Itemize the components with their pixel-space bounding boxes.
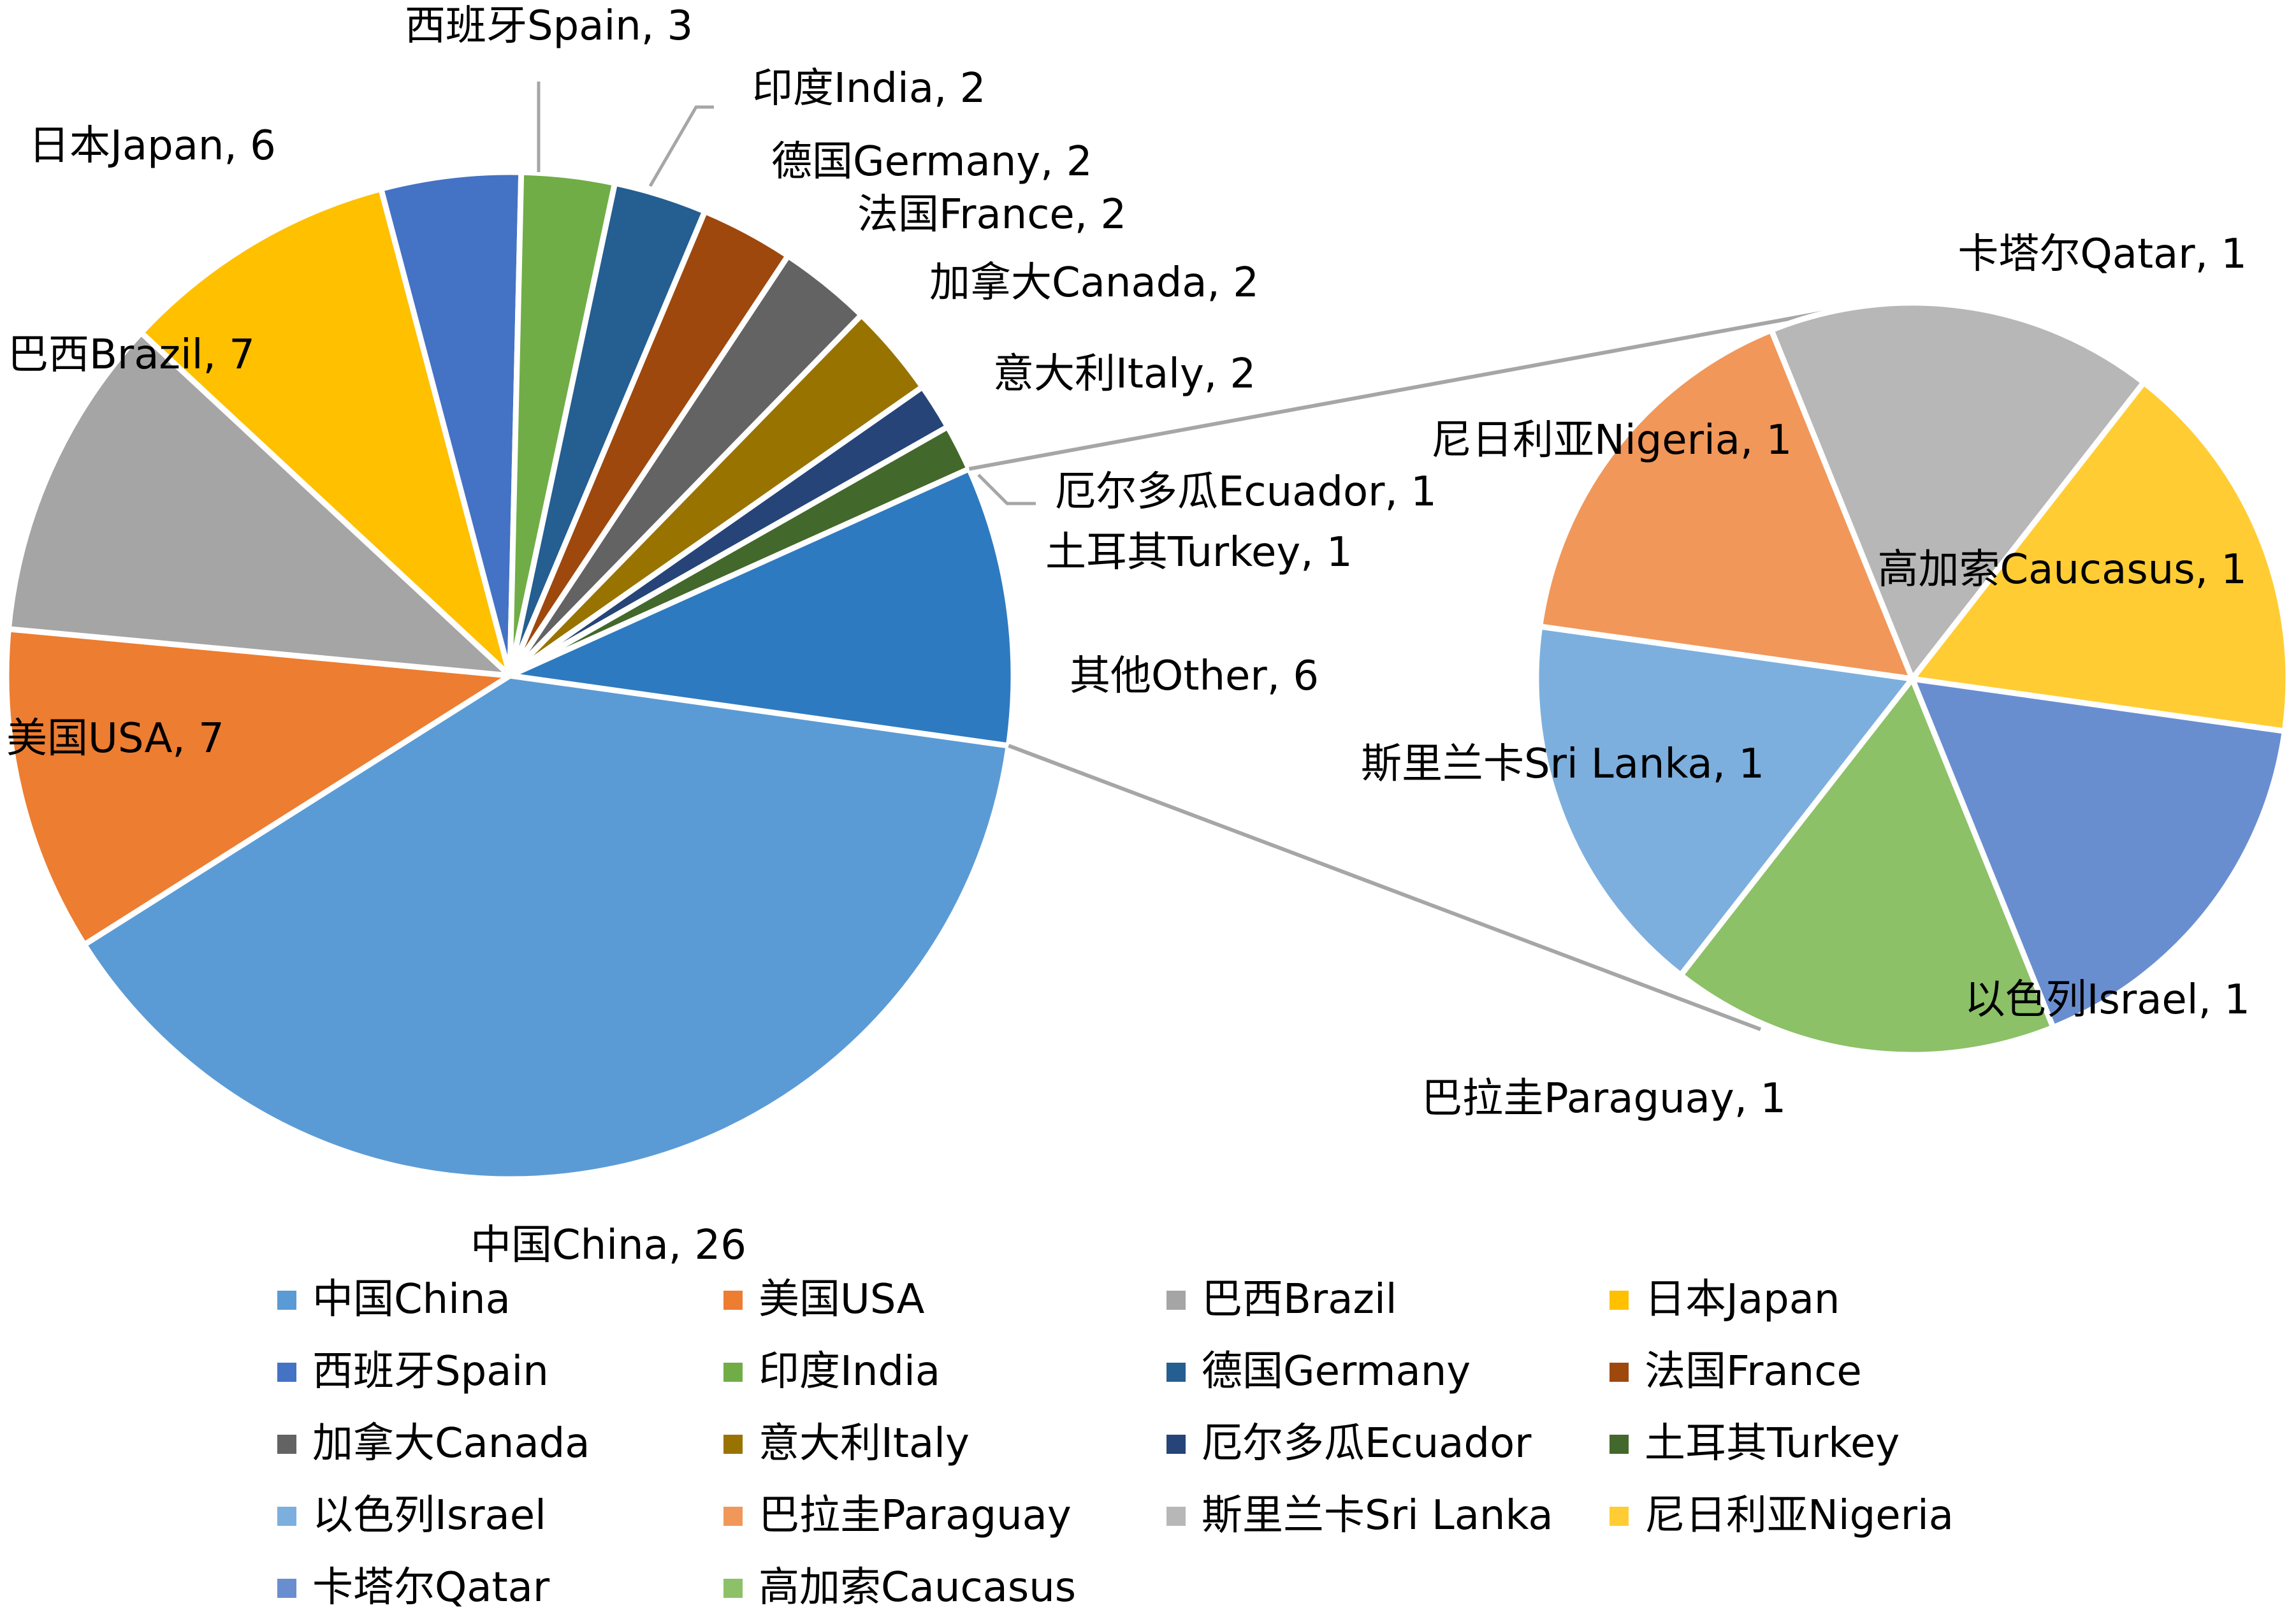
legend-label: 高加索Caucasus xyxy=(759,1564,1076,1611)
data-labels: 中国China, 26 美国USA, 7 巴西Brazil, 7 日本Japan, 6… xyxy=(6,3,2250,1269)
connector-line-bottom xyxy=(1008,744,1762,1031)
legend-label: 巴拉圭Paraguay xyxy=(759,1492,1072,1539)
main-slice-other xyxy=(507,466,1017,749)
data-label-japan: 日本Japan, 6 xyxy=(29,122,276,170)
data-label-caucasus: 高加索Caucasus, 1 xyxy=(1877,546,2247,593)
legend-item-canada: 加拿大Canada xyxy=(277,1420,590,1467)
legend-item-israel: 以色列Israel xyxy=(277,1492,546,1539)
legend-swatch xyxy=(277,1363,296,1382)
legend-label: 印度India xyxy=(759,1348,940,1395)
secondary-slice-israel xyxy=(1533,623,1915,978)
legend-label: 西班牙Spain xyxy=(312,1348,549,1395)
legend-item-sri-lanka: 斯里兰卡Sri Lanka xyxy=(1166,1492,1553,1539)
secondary-slice-nigeria xyxy=(1909,379,2289,734)
legend-item-italy: 意大利Italy xyxy=(723,1420,970,1467)
data-label-germany: 德国Germany, 2 xyxy=(771,138,1093,185)
legend-label: 卡塔尔Qatar xyxy=(312,1564,550,1611)
secondary-pie xyxy=(1533,300,2289,1058)
legend-label: 德国Germany xyxy=(1202,1348,1471,1395)
legend-label: 以色列Israel xyxy=(312,1492,546,1539)
legend-item-nigeria: 尼日利亚Nigeria xyxy=(1610,1492,1954,1539)
data-label-turkey: 土耳其Turkey, 1 xyxy=(1045,529,1353,576)
data-label-israel: 以色列Israel, 1 xyxy=(1965,976,2250,1024)
legend-item-france: 法国France xyxy=(1610,1348,1862,1395)
legend-item-germany: 德国Germany xyxy=(1166,1348,1471,1395)
main-slice-usa xyxy=(3,626,513,948)
legend-item-qatar: 卡塔尔Qatar xyxy=(277,1564,550,1611)
legend-swatch xyxy=(1610,1363,1629,1382)
legend-swatch xyxy=(1166,1435,1186,1454)
secondary-slice-qatar xyxy=(1909,676,2288,1031)
legend-swatch xyxy=(1610,1291,1629,1310)
legend-swatch xyxy=(1166,1291,1186,1310)
data-label-paraguay: 巴拉圭Paraguay, 1 xyxy=(1421,1075,1786,1122)
legend-label: 巴西Brazil xyxy=(1202,1276,1397,1323)
data-label-india: 印度India, 2 xyxy=(752,65,985,112)
leader-line-ecuador xyxy=(977,474,1036,505)
legend-label: 斯里兰卡Sri Lanka xyxy=(1202,1492,1553,1539)
legend-swatch xyxy=(1610,1507,1629,1526)
legend-swatch xyxy=(277,1291,296,1310)
legend-label: 法国France xyxy=(1645,1348,1862,1395)
data-label-qatar: 卡塔尔Qatar, 1 xyxy=(1958,231,2247,278)
legend-swatch xyxy=(277,1435,296,1454)
legend-label: 美国USA xyxy=(759,1276,925,1323)
legend-label: 加拿大Canada xyxy=(312,1420,590,1467)
legend-item-spain: 西班牙Spain xyxy=(277,1348,549,1395)
data-label-italy: 意大利Italy, 2 xyxy=(993,351,1256,398)
data-label-canada: 加拿大Canada, 2 xyxy=(929,259,1259,307)
legend-label: 土耳其Turkey xyxy=(1645,1420,1900,1467)
legend-swatch xyxy=(723,1507,743,1526)
data-label-brazil: 巴西Brazil, 7 xyxy=(8,331,255,379)
data-label-nigeria: 尼日利亚Nigeria, 1 xyxy=(1431,417,1792,464)
legend-label: 意大利Italy xyxy=(759,1420,970,1467)
legend-label: 日本Japan xyxy=(1645,1276,1840,1323)
secondary-slice-paraguay xyxy=(1537,327,1915,682)
connector-line-top xyxy=(968,310,1825,471)
data-label-other: 其他Other, 6 xyxy=(1070,653,1319,700)
secondary-slice-caucasus xyxy=(1678,676,2056,1058)
legend-swatch xyxy=(1610,1435,1629,1454)
data-label-ecuador: 厄尔多瓜Ecuador, 1 xyxy=(1055,468,1437,516)
main-slice-spain xyxy=(378,169,525,679)
legend-swatch xyxy=(723,1363,743,1382)
data-label-usa: 美国USA, 7 xyxy=(6,715,224,762)
legend-item-turkey: 土耳其Turkey xyxy=(1610,1420,1900,1467)
legend-item-india: 印度India xyxy=(723,1348,940,1395)
data-label-spain: 西班牙Spain, 3 xyxy=(405,3,693,50)
legend: 中国China 美国USA 巴西Brazil 日本Japan 西班牙Spain 印度Ind… xyxy=(277,1276,1954,1611)
legend-swatch xyxy=(277,1507,296,1526)
legend-label: 中国China xyxy=(312,1276,511,1323)
leader-line-india xyxy=(648,105,714,187)
legend-swatch xyxy=(723,1435,743,1454)
main-slice-brazil xyxy=(5,330,513,679)
legend-swatch xyxy=(723,1291,743,1310)
legend-swatch xyxy=(723,1579,743,1598)
secondary-slice-sri-lanka xyxy=(1768,300,2147,682)
legend-item-paraguay: 巴拉圭Paraguay xyxy=(723,1492,1072,1539)
legend-item-ecuador: 厄尔多瓜Ecuador xyxy=(1166,1420,1532,1467)
legend-swatch xyxy=(1166,1363,1186,1382)
legend-label: 尼日利亚Nigeria xyxy=(1645,1492,1954,1539)
main-pie xyxy=(3,169,1017,1182)
legend-swatch xyxy=(277,1579,296,1598)
pie-connector-lines xyxy=(537,82,1825,1031)
legend-item-china: 中国China xyxy=(277,1276,511,1323)
data-label-china: 中国China, 26 xyxy=(470,1222,746,1269)
legend-label: 厄尔多瓜Ecuador xyxy=(1202,1420,1532,1467)
legend-item-usa: 美国USA xyxy=(723,1276,925,1323)
legend-item-brazil: 巴西Brazil xyxy=(1166,1276,1397,1323)
data-label-sri-lanka: 斯里兰卡Sri Lanka, 1 xyxy=(1361,741,1764,788)
legend-item-caucasus: 高加索Caucasus xyxy=(723,1564,1076,1611)
legend-item-japan: 日本Japan xyxy=(1610,1276,1840,1323)
main-slice-japan xyxy=(138,185,513,679)
legend-swatch xyxy=(1166,1507,1186,1526)
data-label-france: 法国France, 2 xyxy=(857,191,1126,238)
